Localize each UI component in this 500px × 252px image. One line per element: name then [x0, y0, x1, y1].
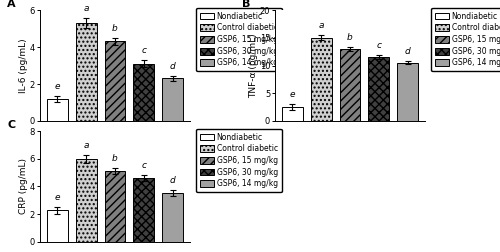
Bar [310, 38, 332, 121]
Y-axis label: IL-6 (pg/mL): IL-6 (pg/mL) [20, 38, 28, 93]
Bar [76, 159, 96, 242]
Bar [47, 99, 68, 121]
Y-axis label: TNF-α (pg/mL): TNF-α (pg/mL) [249, 33, 258, 98]
Bar [134, 64, 154, 121]
Text: d: d [405, 47, 410, 56]
Text: e: e [54, 82, 60, 91]
Bar [340, 49, 360, 121]
Legend: Nondiabetic, Control diabetic, GSP6, 15 mg/kg, GSP6, 30 mg/kg, GSP6, 14 mg/kg: Nondiabetic, Control diabetic, GSP6, 15 … [196, 129, 282, 192]
Text: C: C [7, 120, 15, 130]
Text: B: B [242, 0, 250, 9]
Bar [104, 171, 126, 242]
Text: c: c [376, 41, 382, 50]
Bar [104, 42, 126, 121]
Bar [162, 194, 183, 242]
Text: c: c [142, 46, 146, 55]
Text: b: b [112, 24, 118, 33]
Bar [282, 107, 302, 121]
Bar [47, 210, 68, 242]
Bar [162, 78, 183, 121]
Text: c: c [142, 161, 146, 170]
Text: a: a [318, 21, 324, 30]
Bar [134, 178, 154, 242]
Bar [76, 23, 96, 121]
Legend: Nondiabetic, Control diabetic, GSP6, 15 mg/kg, GSP6, 30 mg/kg, GSP6, 14 mg/kg: Nondiabetic, Control diabetic, GSP6, 15 … [431, 8, 500, 71]
Text: a: a [84, 4, 89, 13]
Text: e: e [290, 90, 295, 99]
Text: a: a [84, 141, 89, 150]
Text: d: d [170, 62, 175, 71]
Legend: Nondiabetic, Control diabetic, GSP6, 15 mg/kg, GSP6, 30 mg/kg, GSP6, 14 mg/kg: Nondiabetic, Control diabetic, GSP6, 15 … [196, 8, 282, 71]
Text: b: b [347, 33, 353, 42]
Bar [398, 63, 418, 121]
Text: A: A [7, 0, 16, 9]
Text: b: b [112, 154, 118, 163]
Y-axis label: CRP (pg/mL): CRP (pg/mL) [20, 159, 28, 214]
Text: e: e [54, 193, 60, 202]
Bar [368, 57, 390, 121]
Text: d: d [170, 176, 175, 185]
